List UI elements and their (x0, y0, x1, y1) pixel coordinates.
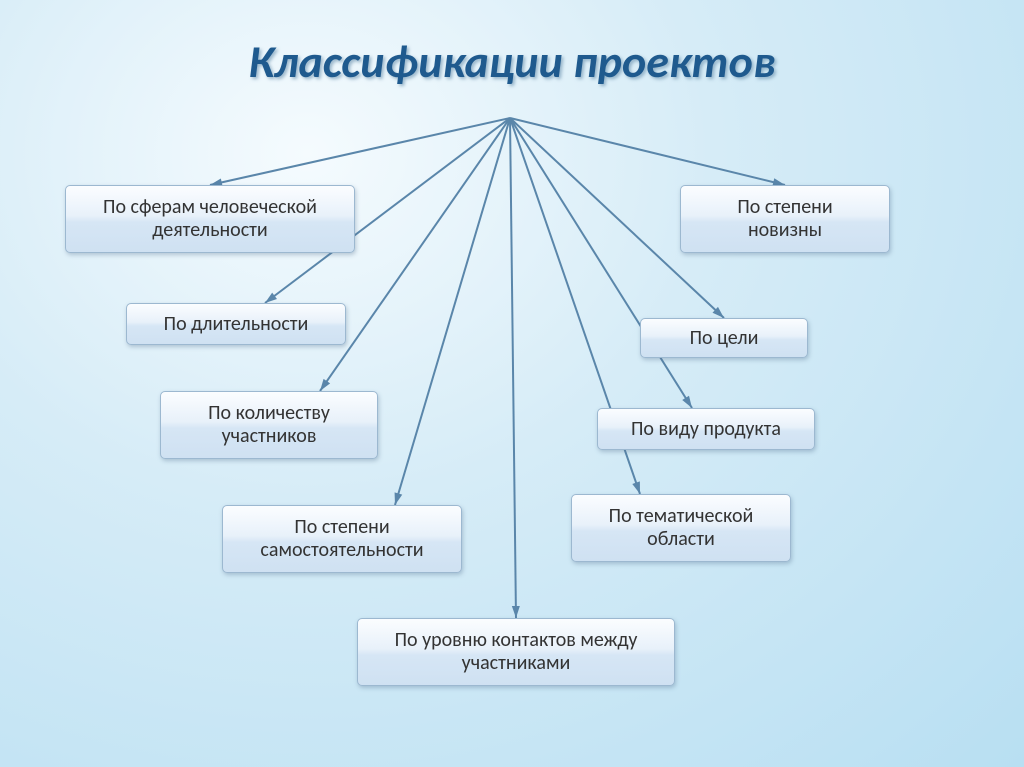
node-label: По тематическойобласти (609, 505, 754, 551)
node-n9: По степениновизны (680, 185, 890, 253)
node-n7: По виду продукта (597, 408, 815, 450)
node-label: По степениновизны (737, 196, 832, 242)
node-label: По длительности (164, 313, 309, 336)
node-n1: По сферам человеческойдеятельности (65, 185, 355, 253)
node-n5: По уровню контактов междуучастниками (357, 618, 675, 686)
node-label: По цели (690, 327, 759, 350)
node-label: По количествуучастников (208, 402, 330, 448)
node-n6: По тематическойобласти (571, 494, 791, 562)
node-label: По сферам человеческойдеятельности (103, 196, 317, 242)
node-label: По уровню контактов междуучастниками (395, 629, 638, 675)
node-n8: По цели (640, 318, 808, 358)
node-n3: По количествуучастников (160, 391, 378, 459)
node-n4: По степенисамостоятельности (222, 505, 462, 573)
diagram-title: Классификации проектов (0, 34, 1024, 90)
node-label: По степенисамостоятельности (260, 516, 423, 562)
node-label: По виду продукта (631, 418, 781, 441)
node-n2: По длительности (126, 303, 346, 345)
